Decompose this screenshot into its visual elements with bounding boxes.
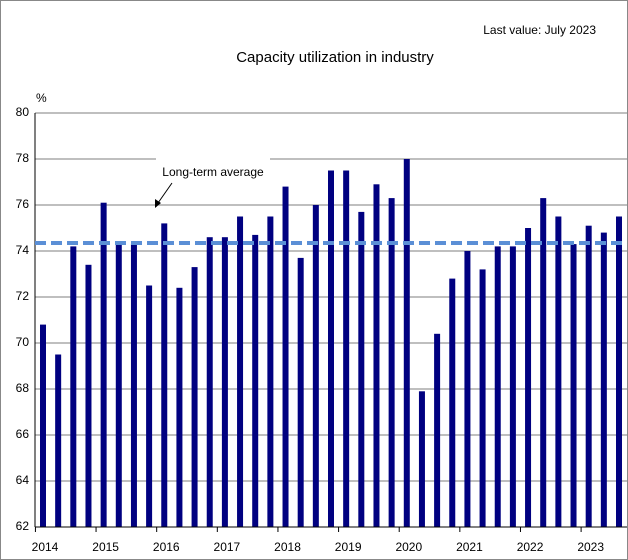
x-tick-label: 2021 xyxy=(456,540,483,554)
x-tick-label: 2023 xyxy=(577,540,604,554)
bar xyxy=(373,184,380,528)
bars xyxy=(40,159,622,528)
y-unit: % xyxy=(36,91,47,105)
x-tick-label: 2018 xyxy=(274,540,301,554)
x-tick-label: 2014 xyxy=(32,540,59,554)
bar xyxy=(358,211,365,527)
bar xyxy=(100,202,107,527)
x-tick-label: 2017 xyxy=(214,540,241,554)
y-tick-label: 80 xyxy=(16,105,30,119)
bar xyxy=(297,257,304,527)
bar xyxy=(252,234,259,527)
bar xyxy=(161,223,168,527)
annotation-background xyxy=(156,150,270,198)
annotation-text: Long-term average xyxy=(162,165,264,179)
bar xyxy=(312,205,319,527)
bar xyxy=(494,246,501,527)
bar xyxy=(85,264,92,527)
bar xyxy=(267,216,274,527)
arrow-head xyxy=(155,199,161,208)
y-tick-label: 72 xyxy=(16,289,30,303)
y-tick-label: 78 xyxy=(16,151,30,165)
bar xyxy=(130,244,137,527)
bar xyxy=(237,216,244,527)
bar xyxy=(570,244,577,527)
y-tick-label: 64 xyxy=(16,473,30,487)
bar xyxy=(540,198,547,527)
bar xyxy=(449,278,456,527)
bar xyxy=(600,232,607,527)
bar xyxy=(176,287,183,527)
x-tick-label: 2015 xyxy=(92,540,119,554)
chart-subtitle: Last value: July 2023 xyxy=(483,23,596,37)
y-tick-label: 68 xyxy=(16,381,30,395)
bar xyxy=(403,159,410,527)
bar xyxy=(146,285,153,527)
bar xyxy=(585,225,592,527)
bar xyxy=(479,269,486,527)
bar xyxy=(464,251,471,527)
y-tick-label: 62 xyxy=(16,519,30,533)
bar xyxy=(328,170,334,527)
chart-title: Capacity utilization in industry xyxy=(236,49,434,66)
bar xyxy=(70,246,77,527)
bar xyxy=(282,186,289,527)
bar xyxy=(206,237,213,527)
y-tick-label: 70 xyxy=(16,335,30,349)
y-tick-label: 76 xyxy=(16,197,30,211)
bar xyxy=(616,216,622,527)
bar xyxy=(191,267,198,527)
y-tick-label: 66 xyxy=(16,427,30,441)
bar xyxy=(525,228,532,527)
bar xyxy=(509,246,516,527)
bar xyxy=(40,324,46,527)
bar xyxy=(418,391,425,527)
bar xyxy=(388,198,395,527)
bar xyxy=(434,333,441,527)
x-tick-label: 2019 xyxy=(335,540,362,554)
bar xyxy=(115,244,122,527)
bar xyxy=(55,354,62,527)
annotation-arrow xyxy=(157,182,173,204)
bar xyxy=(343,170,350,527)
x-tick-label: 2020 xyxy=(395,540,422,554)
y-tick-label: 74 xyxy=(16,243,30,257)
bar xyxy=(221,237,228,527)
x-tick-label: 2016 xyxy=(153,540,180,554)
x-tick-label: 2022 xyxy=(517,540,544,554)
bar xyxy=(555,216,562,527)
